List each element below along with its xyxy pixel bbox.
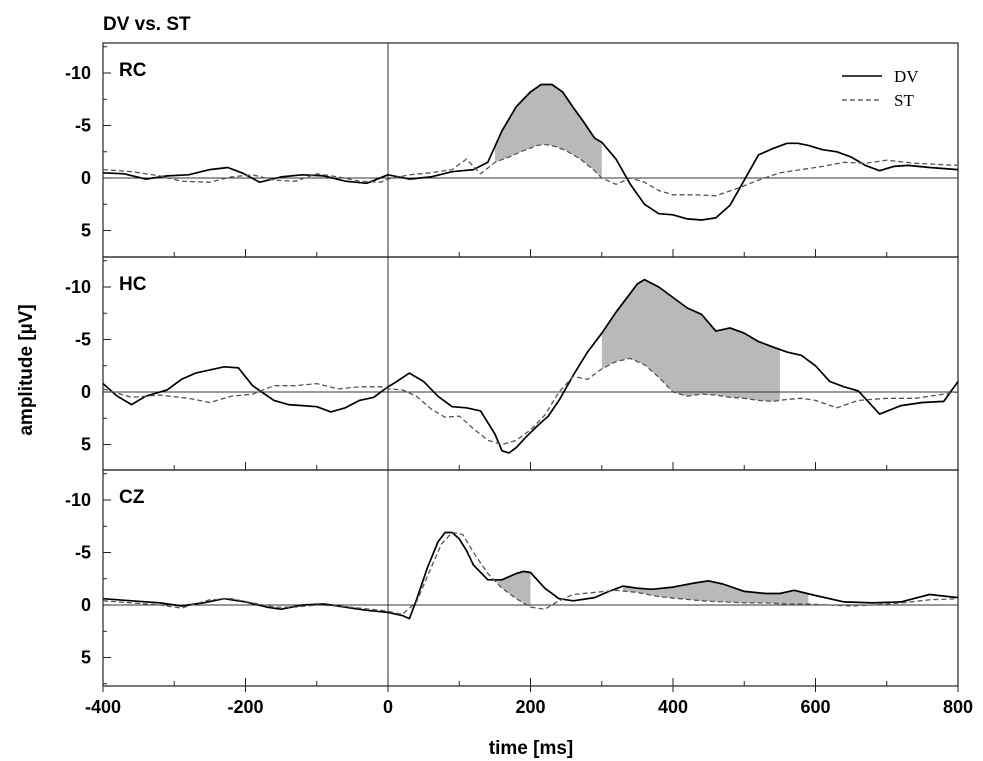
y-tick-label: 5 (81, 648, 91, 668)
plot-area: -10 -5 0 5 RC -10 -5 0 5 HC -10 -5 0 5 CZ -400 -200 0 200 4… (65, 42, 973, 717)
y-tick-label: 5 (81, 221, 91, 241)
shaded-region-cz-1 (623, 580, 809, 604)
series-st-cz (102, 531, 959, 616)
series-st-hc (102, 357, 959, 446)
y-tick-label: 0 (81, 382, 91, 402)
panel-label: CZ (119, 487, 145, 508)
y-tick-label: -5 (75, 330, 91, 350)
panel-rc: -10 -5 0 5 RC (65, 42, 959, 258)
y-tick-label: 0 (81, 168, 91, 188)
y-axis-label: amplitude [µV] (16, 304, 37, 435)
panel-hc: -10 -5 0 5 HC (65, 256, 959, 471)
panel-label: RC (119, 60, 147, 81)
x-tick-label: 0 (383, 697, 393, 717)
y-tick-label: -5 (75, 543, 91, 563)
legend-dv-label: DV (894, 67, 919, 86)
x-tick-label: -200 (227, 697, 263, 717)
x-tick-label: 400 (658, 697, 688, 717)
y-tick-label: 0 (81, 595, 91, 615)
x-tick-label: -400 (85, 697, 121, 717)
series-dv-cz (102, 531, 959, 620)
x-tick-label: 200 (515, 697, 545, 717)
series-st-rc (102, 143, 959, 197)
shaded-region-cz-0 (494, 571, 531, 608)
panel-cz: -10 -5 0 5 CZ (65, 469, 959, 687)
shaded-region-rc-0 (494, 84, 602, 178)
shaded-region-hc-0 (601, 279, 780, 402)
legend: DV ST (842, 67, 919, 110)
legend-st-label: ST (894, 91, 914, 110)
x-axis-label: time [ms] (489, 738, 573, 759)
y-tick-label: -10 (65, 63, 91, 83)
x-tick-label: 800 (943, 697, 973, 717)
y-tick-label: -10 (65, 490, 91, 510)
series-dv-hc (102, 278, 959, 454)
panel-label: HC (119, 274, 147, 295)
panel-frame (102, 256, 959, 471)
y-tick-label: 5 (81, 435, 91, 455)
y-tick-label: -5 (75, 116, 91, 136)
y-tick-label: -10 (65, 277, 91, 297)
x-tick-label: 600 (800, 697, 830, 717)
chart-title: DV vs. ST (103, 14, 191, 35)
series-dv-rc (102, 83, 959, 221)
